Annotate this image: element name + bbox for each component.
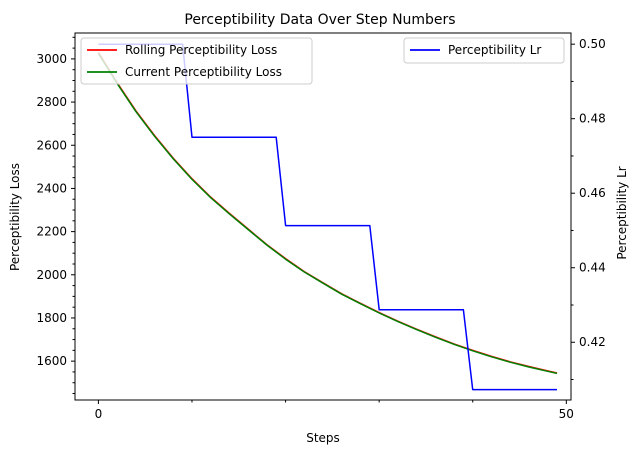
left-legend-label: Rolling Perceptibility Loss bbox=[125, 43, 277, 57]
left-y-tick-label: 1800 bbox=[36, 311, 67, 325]
left-legend-box bbox=[80, 37, 313, 85]
legend-layer: Rolling Perceptibility Loss Current Perce… bbox=[80, 37, 565, 85]
left-y-tick-label: 2600 bbox=[36, 138, 67, 152]
left-y-tick-label: 2400 bbox=[36, 181, 67, 195]
left-y-tick-label: 2000 bbox=[36, 268, 67, 282]
left-y-tick-label: 3000 bbox=[36, 52, 67, 66]
left-y-tick-label: 2800 bbox=[36, 95, 67, 109]
axes-frame bbox=[74, 32, 572, 401]
plot-layer bbox=[97, 43, 558, 391]
left-y-tick-label: 2200 bbox=[36, 225, 67, 239]
x-axis-label: Steps bbox=[306, 431, 340, 445]
left-y-tick-label: 1600 bbox=[36, 354, 67, 368]
right-legend-box bbox=[403, 37, 565, 64]
right-y-tick-label: 0.42 bbox=[579, 335, 606, 349]
axes-layer: 0 50 1600 1800 2000 2200 2400 2600 2800 3000 0.42 0… bbox=[36, 32, 606, 421]
right-y-tick-label: 0.44 bbox=[579, 261, 606, 275]
series-line-1 bbox=[97, 53, 558, 375]
chart-title: Perceptibility Data Over Step Numbers bbox=[184, 12, 455, 28]
series-line-0 bbox=[97, 52, 558, 374]
series-line-2 bbox=[98, 43, 557, 391]
right-y-tick-label: 0.48 bbox=[579, 112, 606, 126]
left-y-axis-label: Perceptibility Loss bbox=[8, 163, 22, 271]
left-legend-label: Current Perceptibility Loss bbox=[125, 65, 282, 79]
right-y-tick-label: 0.46 bbox=[579, 186, 606, 200]
x-tick-label: 50 bbox=[559, 407, 574, 421]
right-y-tick-label: 0.50 bbox=[579, 37, 606, 51]
right-y-axis-label: Perceptibility Lr bbox=[615, 166, 629, 259]
right-legend-label: Perceptibility Lr bbox=[448, 43, 541, 57]
x-tick-label: 0 bbox=[95, 407, 103, 421]
